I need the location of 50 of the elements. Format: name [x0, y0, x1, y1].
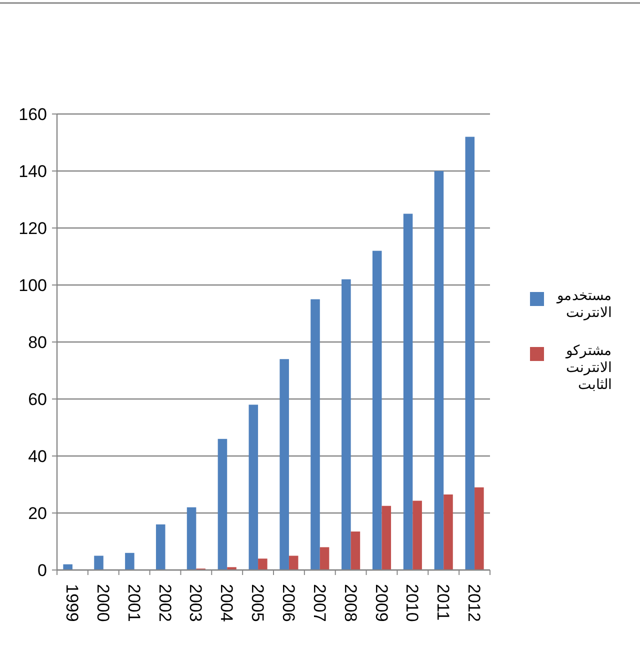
- bar: [474, 487, 484, 570]
- bar: [403, 214, 413, 570]
- bar: [288, 556, 298, 570]
- y-tick-label: 80: [28, 333, 47, 352]
- legend-label: مستخدمو الانترنت: [556, 287, 612, 321]
- bar: [258, 558, 268, 570]
- bar: [280, 359, 289, 570]
- y-tick-label: 100: [18, 276, 47, 295]
- y-tick-label: 60: [28, 390, 47, 409]
- y-tick-label: 120: [18, 219, 47, 238]
- x-tick-label: 2011: [434, 584, 453, 621]
- x-tick-label: 2004: [217, 584, 236, 622]
- bar: [156, 524, 166, 570]
- bar: [465, 136, 475, 570]
- x-tick-label: 2012: [464, 584, 484, 622]
- y-tick-label: 20: [28, 504, 47, 523]
- bar: [382, 506, 392, 570]
- bar: [94, 556, 104, 570]
- x-tick-label: 1999: [62, 584, 82, 622]
- x-tick-label: 2007: [310, 584, 329, 622]
- y-tick-label: 140: [18, 162, 47, 181]
- legend-item: مستخدمو الانترنت: [530, 287, 612, 320]
- bar: [248, 404, 258, 570]
- x-tick-label: 2005: [248, 584, 268, 622]
- x-tick-label: 2009: [372, 584, 391, 622]
- y-tick-label: 160: [18, 105, 47, 124]
- x-tick-label: 2006: [278, 584, 298, 622]
- x-tick-label: 2002: [155, 584, 174, 622]
- x-tick-label: 2003: [186, 584, 206, 622]
- bar: [372, 250, 382, 570]
- x-tick-label: 2010: [402, 584, 422, 622]
- x-tick-label: 2008: [340, 584, 360, 622]
- bar: [350, 532, 360, 570]
- bar: [186, 507, 196, 570]
- y-tick-label: 0: [38, 561, 47, 580]
- bar: [227, 567, 236, 570]
- bar: [218, 438, 228, 570]
- bar: [444, 494, 453, 570]
- legend-item: مشتركو الانترنت الثابت: [530, 342, 612, 392]
- bar: [434, 171, 444, 570]
- bar: [63, 564, 72, 570]
- x-tick-label: 2000: [93, 584, 112, 622]
- bar: [342, 279, 351, 570]
- bar: [310, 299, 320, 570]
- y-tick-label: 40: [28, 447, 47, 466]
- bar: [412, 500, 422, 570]
- legend-label: مشتركو الانترنت الثابت: [565, 342, 612, 392]
- x-tick-label: 2001: [124, 584, 144, 622]
- bar: [125, 552, 134, 570]
- bar: [320, 547, 330, 570]
